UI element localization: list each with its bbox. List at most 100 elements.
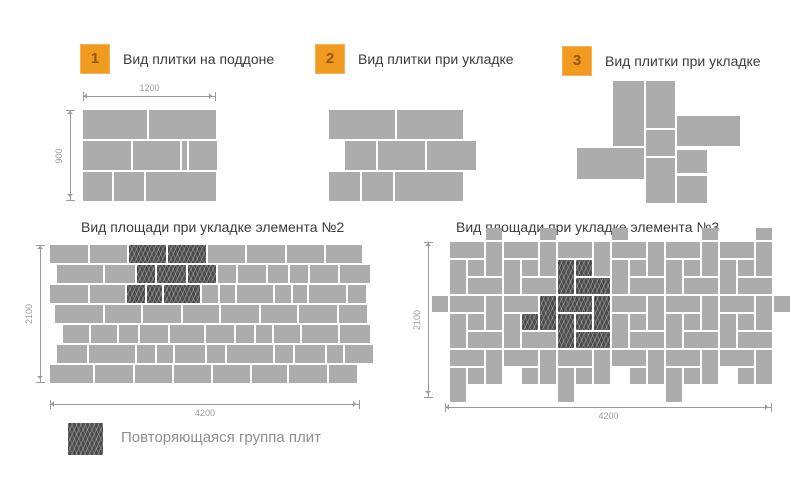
tile	[50, 365, 93, 383]
tile	[238, 265, 266, 283]
tile	[612, 314, 628, 348]
tile	[252, 365, 287, 383]
tile	[182, 141, 187, 170]
tile	[756, 350, 772, 384]
tile	[202, 285, 218, 303]
tile	[646, 81, 675, 128]
tile	[427, 141, 476, 170]
tile	[756, 296, 772, 330]
repeat-group-tile	[168, 245, 206, 263]
tile	[522, 260, 538, 276]
tile	[612, 296, 646, 312]
tile	[362, 172, 393, 201]
step-3-label: Вид плитки при укладке	[605, 53, 761, 69]
tile	[432, 296, 448, 312]
tile	[677, 150, 707, 173]
tile	[83, 110, 147, 139]
repeat-group-tile	[558, 296, 592, 312]
tile	[149, 110, 216, 139]
tile	[174, 365, 211, 383]
tile	[206, 325, 234, 343]
tile	[504, 296, 538, 312]
tile	[558, 368, 574, 402]
tile	[309, 285, 346, 303]
tile	[275, 345, 293, 363]
tile	[135, 365, 172, 383]
tile	[329, 172, 360, 201]
step-3-badge: 3	[562, 46, 592, 76]
tile	[57, 265, 103, 283]
tile	[720, 260, 736, 294]
tile	[90, 285, 125, 303]
tile	[293, 285, 307, 303]
tile	[378, 141, 425, 170]
tile	[486, 350, 502, 384]
repeat-group-tile	[576, 314, 592, 330]
tile	[613, 81, 644, 146]
dimension-label: 4200	[194, 408, 216, 418]
tile	[558, 242, 592, 258]
tile	[646, 158, 675, 203]
tile	[50, 245, 88, 263]
tile	[170, 325, 204, 343]
tile	[677, 116, 740, 146]
tile	[720, 314, 736, 348]
tile	[666, 260, 682, 294]
tile	[345, 141, 376, 170]
tile	[594, 242, 610, 276]
repeat-group-tile	[188, 265, 216, 283]
tile	[157, 345, 173, 363]
tile	[504, 242, 538, 258]
tile	[83, 141, 131, 170]
tile	[299, 305, 337, 323]
tile	[684, 278, 718, 294]
tile	[137, 345, 155, 363]
tile	[648, 350, 664, 384]
tile	[522, 278, 556, 294]
tile	[558, 350, 592, 366]
tile	[290, 265, 308, 283]
repeat-group-tile	[129, 245, 166, 263]
repeat-group-tile	[157, 265, 186, 283]
tile	[684, 368, 700, 384]
repeat-group-tile	[558, 314, 574, 348]
tile	[340, 325, 370, 343]
tile	[327, 345, 343, 363]
tile	[468, 368, 484, 384]
tile	[340, 265, 370, 283]
tile	[522, 368, 538, 384]
tile	[289, 365, 327, 383]
tile	[146, 172, 216, 201]
tile	[55, 305, 103, 323]
tile	[207, 345, 225, 363]
repeat-group-tile	[137, 265, 155, 283]
tile	[50, 285, 88, 303]
repeat-group-tile	[594, 296, 610, 330]
area2-title: Вид площади при укладке элемента №2	[81, 219, 345, 235]
tile	[738, 332, 772, 348]
tile	[577, 148, 644, 179]
tile	[540, 242, 556, 276]
tile	[57, 345, 87, 363]
tile	[774, 296, 790, 312]
tile	[83, 172, 112, 201]
tile	[89, 345, 135, 363]
tile	[576, 368, 592, 384]
tile	[630, 368, 646, 384]
tile	[738, 368, 754, 384]
tile	[450, 296, 484, 312]
tile	[468, 332, 502, 348]
tile	[646, 130, 675, 156]
tile	[468, 278, 502, 294]
tile	[63, 325, 89, 343]
tile	[522, 332, 556, 348]
repeat-group-tile	[576, 260, 592, 276]
tile	[220, 285, 235, 303]
dimension-label: 2100	[24, 303, 34, 325]
tile	[295, 345, 325, 363]
dimension: 900	[54, 110, 75, 201]
tile	[183, 305, 219, 323]
legend-label: Повторяющаяся группа плит	[121, 429, 321, 446]
tile	[329, 365, 357, 383]
tile	[666, 242, 700, 258]
